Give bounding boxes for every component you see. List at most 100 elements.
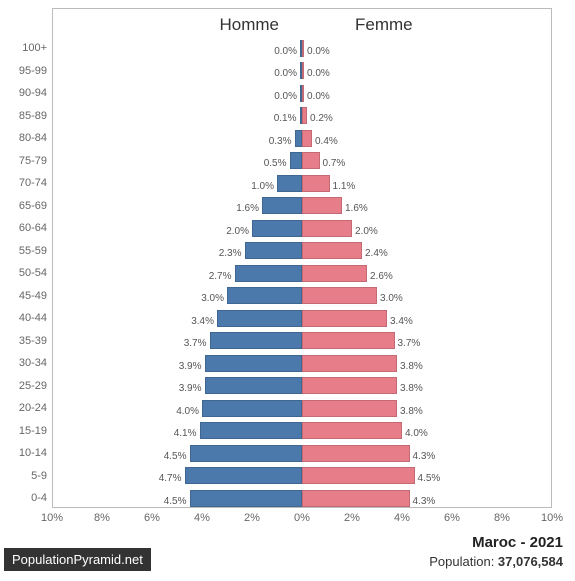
country-name: Maroc — [472, 534, 516, 551]
age-row: 20-244.0%3.8% — [53, 397, 551, 420]
age-row: 5-94.7%4.5% — [53, 465, 551, 488]
age-row: 35-393.7%3.7% — [53, 330, 551, 353]
male-bar: 4.7% — [185, 467, 303, 484]
x-tick-label: 2% — [237, 512, 267, 524]
x-tick-label: 2% — [337, 512, 367, 524]
age-row: 70-741.0%1.1% — [53, 172, 551, 195]
age-label: 35-39 — [7, 330, 47, 353]
age-label: 90-94 — [7, 82, 47, 105]
population-value: 37,076,584 — [498, 554, 563, 569]
sep: - — [516, 534, 529, 551]
age-row: 55-592.3%2.4% — [53, 240, 551, 263]
female-value: 4.3% — [409, 491, 436, 513]
x-tick-label: 0% — [287, 512, 317, 524]
age-label: 15-19 — [7, 420, 47, 443]
age-label: 65-69 — [7, 195, 47, 218]
x-axis: 10%8%6%4%2%0%2%4%6%8%10% — [52, 512, 552, 532]
x-tick-label: 10% — [37, 512, 67, 524]
male-bar: 2.0% — [252, 220, 302, 237]
age-row: 80-840.3%0.4% — [53, 127, 551, 150]
age-label: 20-24 — [7, 397, 47, 420]
age-row: 95-990.0%0.0% — [53, 60, 551, 83]
year: 2021 — [530, 534, 563, 551]
female-bar: 4.3% — [302, 490, 410, 507]
female-bar: 4.3% — [302, 445, 410, 462]
x-tick-label: 8% — [87, 512, 117, 524]
female-bar: 0.0% — [302, 40, 304, 57]
x-tick-label: 4% — [187, 512, 217, 524]
age-label: 75-79 — [7, 150, 47, 173]
age-row: 10-144.5%4.3% — [53, 442, 551, 465]
x-tick-label: 4% — [387, 512, 417, 524]
country-year: Maroc - 2021 — [472, 534, 563, 551]
male-bar: 4.5% — [190, 490, 303, 507]
male-bar: 3.4% — [217, 310, 302, 327]
population-line: Population: 37,076,584 — [429, 554, 563, 569]
age-row: 0-44.5%4.3% — [53, 487, 551, 510]
female-bar: 1.1% — [302, 175, 330, 192]
age-label: 30-34 — [7, 352, 47, 375]
female-bar: 0.7% — [302, 152, 320, 169]
age-row: 25-293.9%3.8% — [53, 375, 551, 398]
female-bar: 2.0% — [302, 220, 352, 237]
age-label: 60-64 — [7, 217, 47, 240]
female-bar: 3.0% — [302, 287, 377, 304]
age-label: 25-29 — [7, 375, 47, 398]
x-tick-label: 6% — [437, 512, 467, 524]
age-row: 50-542.7%2.6% — [53, 262, 551, 285]
population-label: Population: — [429, 554, 498, 569]
male-header: Homme — [219, 15, 279, 35]
age-label: 45-49 — [7, 285, 47, 308]
age-row: 60-642.0%2.0% — [53, 217, 551, 240]
female-bar: 4.0% — [302, 422, 402, 439]
brand-badge[interactable]: PopulationPyramid.net — [4, 548, 151, 571]
male-value: 4.5% — [164, 491, 191, 513]
age-row: 30-343.9%3.8% — [53, 352, 551, 375]
female-bar: 3.8% — [302, 400, 397, 417]
age-label: 100+ — [7, 37, 47, 60]
male-bar: 0.3% — [295, 130, 303, 147]
female-bar: 4.5% — [302, 467, 415, 484]
x-tick-label: 6% — [137, 512, 167, 524]
male-bar: 3.0% — [227, 287, 302, 304]
age-row: 100+0.0%0.0% — [53, 37, 551, 60]
male-bar: 1.6% — [262, 197, 302, 214]
male-bar: 4.0% — [202, 400, 302, 417]
female-bar: 2.6% — [302, 265, 367, 282]
age-label: 55-59 — [7, 240, 47, 263]
female-bar: 0.2% — [302, 107, 307, 124]
age-label: 0-4 — [7, 487, 47, 510]
male-bar: 3.9% — [205, 377, 303, 394]
age-row: 40-443.4%3.4% — [53, 307, 551, 330]
female-bar: 0.4% — [302, 130, 312, 147]
age-row: 45-493.0%3.0% — [53, 285, 551, 308]
male-bar: 2.7% — [235, 265, 303, 282]
age-label: 40-44 — [7, 307, 47, 330]
male-bar: 3.9% — [205, 355, 303, 372]
female-header: Femme — [355, 15, 413, 35]
age-label: 95-99 — [7, 60, 47, 83]
female-bar: 2.4% — [302, 242, 362, 259]
age-row: 75-790.5%0.7% — [53, 150, 551, 173]
female-bar: 1.6% — [302, 197, 342, 214]
age-label: 85-89 — [7, 105, 47, 128]
female-bar: 0.0% — [302, 62, 304, 79]
female-bar: 0.0% — [302, 85, 304, 102]
age-row: 15-194.1%4.0% — [53, 420, 551, 443]
age-row: 90-940.0%0.0% — [53, 82, 551, 105]
male-bar: 0.5% — [290, 152, 303, 169]
female-bar: 3.8% — [302, 377, 397, 394]
male-bar: 3.7% — [210, 332, 303, 349]
population-pyramid-chart: Homme Femme 100+0.0%0.0%95-990.0%0.0%90-… — [52, 8, 552, 508]
male-bar: 1.0% — [277, 175, 302, 192]
male-bar: 2.3% — [245, 242, 303, 259]
age-label: 10-14 — [7, 442, 47, 465]
female-bar: 3.8% — [302, 355, 397, 372]
age-row: 85-890.1%0.2% — [53, 105, 551, 128]
male-bar: 4.1% — [200, 422, 303, 439]
footer: PopulationPyramid.net Maroc - 2021 Popul… — [4, 531, 571, 571]
x-tick-label: 8% — [487, 512, 517, 524]
female-bar: 3.4% — [302, 310, 387, 327]
female-bar: 3.7% — [302, 332, 395, 349]
male-bar: 4.5% — [190, 445, 303, 462]
